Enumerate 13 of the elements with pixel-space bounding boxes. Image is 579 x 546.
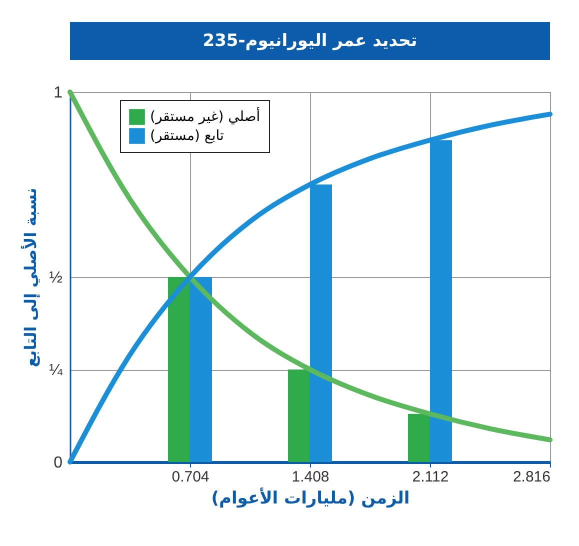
chart-title: تحديد عمر اليورانيوم-235 [70, 22, 550, 60]
x-tick-label: 0.704 [172, 468, 210, 486]
y-tick-label: 0 [54, 454, 63, 472]
legend-label: تابع (مستقر) [150, 128, 224, 144]
legend-label: أصلي (غير مستقر) [150, 107, 260, 125]
y-tick-label: ¼ [49, 362, 64, 379]
y-tick-label: ½ [49, 270, 62, 286]
x-tick-label: 2.112 [412, 468, 449, 486]
x-tick-label: 1.408 [292, 468, 330, 486]
x-axis-title: الزمن (مليارات الأعوام) [211, 486, 410, 508]
y-axis-title: نسبة الأصلي إلى التابع [20, 188, 40, 368]
y-tick-label: 1 [54, 84, 63, 102]
x-tick-label: 2.816 [512, 468, 550, 486]
